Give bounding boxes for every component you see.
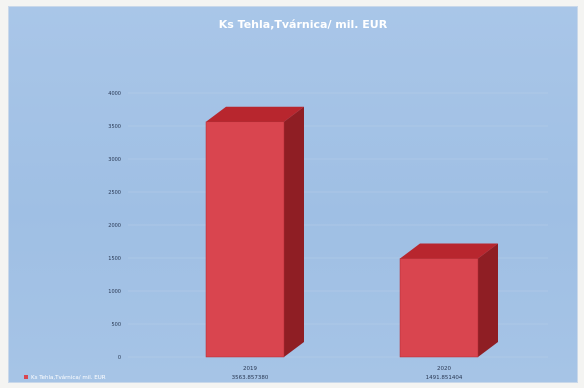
y-tick-label: 1500 (108, 256, 121, 262)
legend-label: Ks Tehla,Tvárnica/ mil. EUR (31, 374, 106, 381)
legend-swatch (24, 375, 28, 379)
x-tick-value-label: 1491.851404 (426, 375, 463, 381)
bar (205, 121, 285, 358)
y-tick-label: 1000 (108, 289, 121, 295)
x-tick-value-label: 3563.857380 (232, 375, 269, 381)
y-tick-label: 500 (111, 322, 121, 328)
bar-top (400, 243, 498, 259)
bar-side (284, 106, 304, 357)
y-tick-label: 2500 (108, 190, 121, 196)
bar-top (206, 106, 304, 122)
bar (399, 258, 479, 358)
bar-side (478, 243, 498, 357)
legend: Ks Tehla,Tvárnica/ mil. EUR (24, 374, 106, 381)
y-tick-label: 3000 (108, 157, 121, 163)
x-tick-label: 2019 (243, 366, 257, 372)
y-tick-label: 0 (118, 355, 121, 361)
chart-title: Ks Tehla,Tvárnica/ mil. EUR (219, 18, 388, 31)
x-tick-label: 2020 (437, 366, 451, 372)
y-tick-label: 4000 (108, 91, 121, 97)
y-tick-label: 3500 (108, 124, 121, 130)
y-tick-label: 2000 (108, 223, 121, 229)
